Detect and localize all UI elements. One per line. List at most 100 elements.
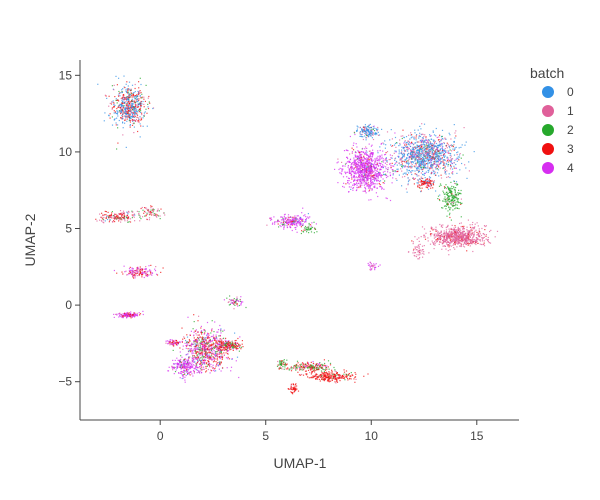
scatter-point-batch-3 xyxy=(208,333,210,335)
scatter-point-batch-3 xyxy=(430,180,432,182)
scatter-point-batch-1 xyxy=(113,216,116,218)
scatter-point-batch-2 xyxy=(424,145,426,147)
scatter-point-batch-4 xyxy=(216,331,218,333)
scatter-point-batch-3 xyxy=(217,350,219,352)
scatter-point-batch-1 xyxy=(460,245,462,247)
scatter-point-batch-0 xyxy=(132,120,134,122)
scatter-point-batch-3 xyxy=(114,218,116,220)
scatter-point-batch-4 xyxy=(360,155,362,157)
scatter-point-batch-1 xyxy=(198,343,200,345)
scatter-point-batch-4 xyxy=(377,175,379,177)
scatter-point-batch-1 xyxy=(391,145,393,147)
scatter-point-batch-1 xyxy=(118,213,120,215)
scatter-point-batch-1 xyxy=(444,168,446,170)
scatter-point-batch-2 xyxy=(310,231,313,233)
scatter-point-batch-1 xyxy=(465,238,467,240)
scatter-point-batch-1 xyxy=(440,238,442,240)
scatter-point-batch-4 xyxy=(360,151,362,153)
scatter-point-batch-1 xyxy=(458,237,460,240)
scatter-point-batch-1 xyxy=(144,211,146,213)
scatter-point-batch-0 xyxy=(121,117,123,119)
scatter-point-batch-3 xyxy=(131,94,133,96)
scatter-point-batch-4 xyxy=(360,163,362,165)
scatter-point-batch-4 xyxy=(370,179,372,181)
scatter-point-batch-3 xyxy=(126,91,128,93)
scatter-point-batch-4 xyxy=(383,188,385,190)
scatter-point-batch-0 xyxy=(410,154,412,156)
scatter-point-batch-1 xyxy=(448,228,450,230)
scatter-point-batch-2 xyxy=(455,203,457,205)
scatter-point-batch-1 xyxy=(120,213,122,215)
scatter-point-batch-2 xyxy=(310,227,313,229)
scatter-point-batch-4 xyxy=(385,158,387,160)
scatter-point-batch-4 xyxy=(373,166,375,168)
scatter-point-batch-4 xyxy=(364,180,366,182)
scatter-point-batch-4 xyxy=(376,170,378,172)
scatter-point-batch-4 xyxy=(356,184,358,186)
scatter-point-batch-3 xyxy=(309,224,312,226)
scatter-point-batch-0 xyxy=(449,176,451,179)
scatter-point-batch-3 xyxy=(107,215,109,217)
scatter-point-batch-4 xyxy=(377,165,380,167)
scatter-point-batch-2 xyxy=(159,218,161,220)
scatter-point-batch-4 xyxy=(367,159,369,161)
scatter-point-batch-3 xyxy=(116,99,118,101)
scatter-point-batch-0 xyxy=(432,131,434,133)
scatter-point-batch-3 xyxy=(215,346,217,348)
scatter-point-batch-1 xyxy=(462,227,464,229)
scatter-point-batch-1 xyxy=(127,111,129,113)
scatter-point-batch-1 xyxy=(471,233,473,235)
scatter-point-batch-3 xyxy=(132,95,134,97)
scatter-point-batch-4 xyxy=(354,160,356,162)
scatter-point-batch-3 xyxy=(119,92,121,94)
scatter-point-batch-0 xyxy=(431,151,434,153)
scatter-point-batch-4 xyxy=(219,358,221,360)
scatter-point-batch-2 xyxy=(451,204,453,206)
scatter-point-batch-1 xyxy=(120,109,122,111)
scatter-point-batch-3 xyxy=(467,244,469,246)
scatter-point-batch-4 xyxy=(358,150,360,153)
scatter-point-batch-1 xyxy=(455,242,457,244)
scatter-point-batch-2 xyxy=(456,207,458,209)
scatter-point-batch-0 xyxy=(118,77,120,79)
scatter-point-batch-0 xyxy=(425,166,427,168)
scatter-point-batch-2 xyxy=(198,358,200,360)
scatter-point-batch-0 xyxy=(434,145,437,147)
scatter-point-batch-0 xyxy=(426,158,428,160)
scatter-point-batch-4 xyxy=(374,158,376,160)
scatter-point-batch-0 xyxy=(417,167,419,169)
scatter-point-batch-2 xyxy=(370,129,372,131)
scatter-point-batch-3 xyxy=(120,117,122,119)
scatter-point-batch-0 xyxy=(406,154,409,156)
scatter-point-batch-1 xyxy=(132,122,134,125)
scatter-point-batch-3 xyxy=(127,217,129,219)
scatter-point-batch-0 xyxy=(414,162,416,165)
scatter-point-batch-1 xyxy=(438,136,440,138)
scatter-point-batch-1 xyxy=(374,168,376,170)
scatter-point-batch-0 xyxy=(454,147,456,149)
scatter-point-batch-2 xyxy=(210,349,213,351)
scatter-point-batch-1 xyxy=(415,165,417,167)
scatter-point-batch-4 xyxy=(365,150,367,152)
scatter-point-batch-4 xyxy=(367,160,369,162)
scatter-point-batch-0 xyxy=(104,112,106,114)
scatter-point-batch-0 xyxy=(427,149,429,151)
scatter-point-batch-4 xyxy=(360,156,363,158)
scatter-point-batch-3 xyxy=(190,351,192,353)
scatter-point-batch-4 xyxy=(296,218,298,220)
scatter-point-batch-3 xyxy=(143,212,145,214)
scatter-point-batch-1 xyxy=(453,230,456,232)
scatter-point-batch-3 xyxy=(437,158,439,160)
scatter-point-batch-2 xyxy=(460,216,462,218)
scatter-point-batch-1 xyxy=(152,209,154,211)
scatter-point-batch-1 xyxy=(451,224,453,226)
scatter-point-batch-3 xyxy=(124,87,126,89)
scatter-point-batch-2 xyxy=(147,103,149,105)
scatter-point-batch-1 xyxy=(447,197,449,200)
scatter-point-batch-1 xyxy=(423,135,425,138)
scatter-point-batch-0 xyxy=(422,157,424,159)
scatter-point-batch-1 xyxy=(457,242,459,244)
scatter-point-batch-0 xyxy=(420,148,422,151)
scatter-point-batch-1 xyxy=(455,195,457,197)
scatter-point-batch-1 xyxy=(425,142,427,144)
